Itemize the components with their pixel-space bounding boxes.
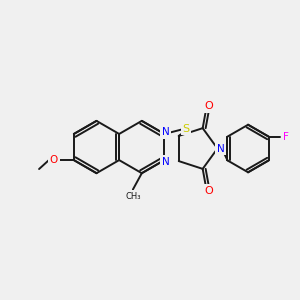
Text: F: F — [283, 132, 289, 142]
Text: O: O — [204, 186, 213, 196]
Text: O: O — [50, 155, 58, 165]
Text: N: N — [217, 143, 224, 154]
Text: CH₃: CH₃ — [125, 192, 141, 201]
Text: S: S — [182, 124, 189, 134]
Text: N: N — [162, 157, 170, 166]
Text: O: O — [204, 101, 213, 111]
Text: N: N — [162, 128, 170, 137]
